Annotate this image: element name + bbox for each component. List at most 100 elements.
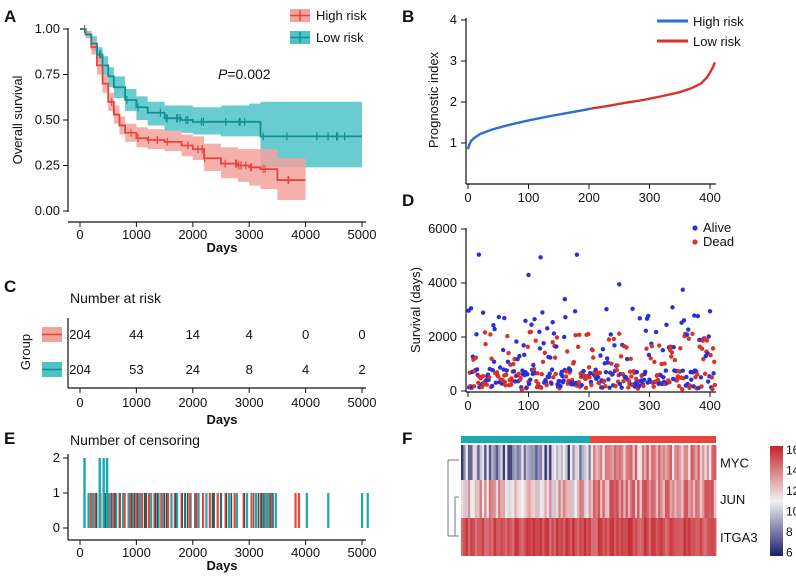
heatmap-cell [607,445,610,480]
dendrogram-branches [447,459,459,537]
heatmap-cell [641,445,645,480]
x-tick-label: 0 [464,398,471,413]
point-dead [709,375,715,380]
heatmap-cell [532,518,536,556]
censor-bar-high [188,493,191,528]
x-tick-labels: 0 1000 2000 3000 4000 5000 [76,222,376,242]
censor-bar-low [254,493,258,528]
heatmap-cell [681,518,684,556]
heatmap-cell [467,518,471,556]
heatmap-cell [495,518,499,556]
heatmap-cell [502,518,506,556]
point-dead [651,384,656,389]
heatmap-cell [678,445,682,480]
point-alive [684,374,689,380]
heatmap-cell [581,445,585,480]
x-tick-label: 4000 [291,545,320,560]
point-alive [532,317,537,322]
point-dead [712,359,717,364]
heatmap-cell [509,518,513,556]
heatmap-cell [481,518,485,556]
y-tick-labels: 0 2000 4000 6000 [428,221,466,398]
point-dead [699,384,704,389]
heatmap-cell [560,518,564,556]
heatmap-cell [699,518,703,556]
point-alive [558,384,563,389]
censor-bar-dark [157,493,159,528]
heatmap-cell [556,480,559,518]
heatmap-cell [486,518,490,556]
y-tick-label: 4000 [428,275,457,290]
legend-label-dead: Dead [703,234,734,249]
heatmap-cell [658,445,661,480]
heatmap-cell [516,480,520,518]
censor-bar-dark [175,493,177,528]
heatmap-cell [463,480,467,518]
dendrogram [447,459,459,537]
x-tick-labels: 0 100 200 300 400 [464,184,721,205]
x-tick-label: 200 [578,190,600,205]
heatmap-cell [498,518,501,556]
point-alive [468,306,474,311]
y-tick-label: 0 [53,520,60,535]
point-dead [606,337,612,342]
heatmap-cell [586,445,589,480]
censor-bar-low [327,493,330,528]
heatmap-cell [625,445,629,480]
heatmap-cell [551,445,555,480]
y-tick-label: 4 [450,12,457,27]
point-alive [525,371,530,377]
point-alive [572,309,578,314]
heatmap-cell [465,518,469,556]
censor-bar-dark [225,493,228,528]
point-dead [502,379,508,385]
heatmap-cell [581,518,585,556]
censor-bar-high [129,493,132,528]
heatmap-cell [660,518,664,556]
heatmap-cell [690,445,694,480]
x-tick-label: 2000 [178,227,207,242]
censor-bar-dark [220,493,222,528]
point-dead [518,375,523,381]
point-dead [551,375,556,380]
heatmap-cell [574,518,578,556]
heatmap-cell [512,445,515,480]
risk-count: 204 [69,362,91,377]
y-tick-label: 3 [450,53,457,68]
point-dead [614,368,620,373]
risk-count: 0 [358,327,365,342]
point-dead [652,359,657,365]
colorbar-label: 10 [786,505,796,519]
heatmap-cell [556,518,559,556]
heatmap-cell [474,480,478,518]
heatmap-cell [491,445,494,480]
heatmap-cell [658,480,661,518]
point-alive [529,322,534,327]
heatmap-cell [706,480,710,518]
heatmap-cell [567,445,571,480]
point-dead [496,374,501,379]
x-axis-title: Days [206,240,237,255]
heatmap-cell [474,445,478,480]
censor-bar-high [250,493,253,528]
point-alive [660,348,666,353]
heatmap-cell [581,480,585,518]
censor-bar-high [242,493,245,528]
heatmap-cell [602,480,606,518]
heatmap-cell [514,518,518,556]
heatmap-cell [569,480,573,518]
censor-bar-low [121,493,125,528]
point-dead [505,333,510,339]
point-dead [503,372,509,377]
heatmap-cell [618,445,622,480]
censor-bar-low [270,493,273,528]
panel-label-b: B [402,7,414,26]
point-dead [708,353,713,358]
heatmap-cell [472,480,476,518]
heatmap-cell [618,480,622,518]
point-alive [562,297,567,302]
heatmap-cell [685,480,689,518]
risk-count: 204 [69,327,91,342]
heatmap-cell [688,518,691,556]
